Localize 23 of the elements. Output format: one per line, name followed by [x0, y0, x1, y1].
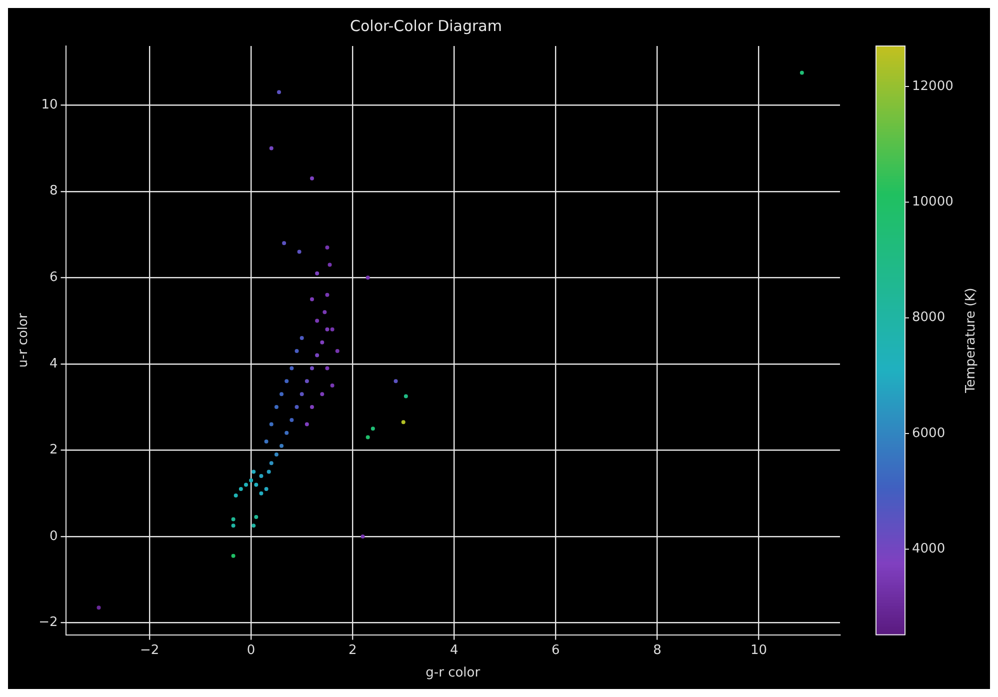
x-tick-label: 2 [348, 642, 357, 658]
color-bar-label: 10000 [912, 194, 954, 210]
y-tick-label: 6 [49, 270, 58, 286]
x-tick-label: −2 [140, 642, 160, 658]
color-bar-label: 4000 [912, 542, 946, 557]
y-axis-title: u-r color [16, 312, 32, 368]
x-tick-label: 8 [653, 642, 662, 658]
color-bar-label: 6000 [912, 426, 946, 441]
x-tick-label: 10 [750, 642, 768, 658]
x-axis-title: g-r color [426, 666, 481, 681]
color-bar-label: 12000 [912, 78, 954, 94]
x-tick-label: 0 [246, 642, 256, 658]
x-tick-label: 4 [450, 642, 458, 658]
y-tick-label: 10 [41, 97, 58, 112]
y-tick-label: 4 [49, 356, 58, 372]
y-tick-label: 0 [49, 528, 58, 544]
color-bar-label: 8000 [912, 310, 946, 326]
y-tick-label: 2 [49, 442, 58, 458]
y-tick-label: −2 [38, 615, 58, 630]
chart-title: Color-Color Diagram [350, 16, 502, 35]
x-tick-label: 6 [552, 642, 560, 658]
color-bar-title: Temperature (K) [963, 288, 978, 394]
y-tick-label: 8 [49, 184, 58, 199]
